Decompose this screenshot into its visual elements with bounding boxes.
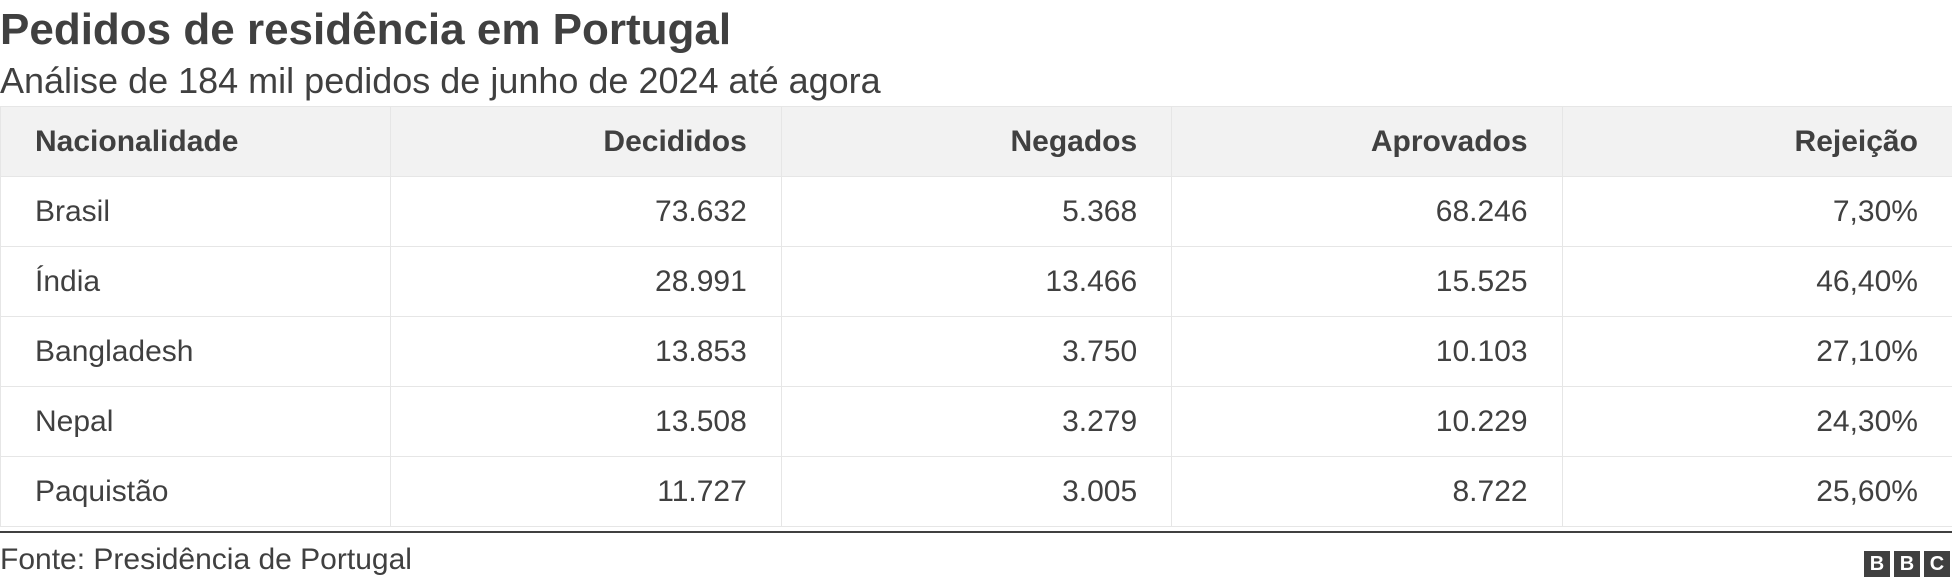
table-cell: 68.246 (1171, 176, 1563, 247)
table-cell: 25,60% (1561, 456, 1952, 527)
table-cell: Índia (0, 246, 392, 317)
table-cell: Bangladesh (0, 316, 392, 387)
table-row: Bangladesh 13.853 3.750 10.103 27,10% (0, 316, 1952, 387)
table-cell: 13.853 (390, 316, 782, 387)
table-cell: Nepal (0, 386, 392, 457)
logo-letter: B (1864, 551, 1890, 577)
table-cell: 73.632 (390, 176, 782, 247)
bbc-logo: B B C (1864, 551, 1950, 577)
column-header: Decididos (390, 106, 782, 177)
table-row: Brasil 73.632 5.368 68.246 7,30% (0, 176, 1952, 247)
table-cell: Brasil (0, 176, 392, 247)
table-cell: 3.279 (780, 386, 1173, 457)
table-cell: 3.005 (780, 456, 1173, 527)
table-cell: 11.727 (390, 456, 782, 527)
table-cell: Paquistão (0, 456, 392, 527)
table-cell: 13.466 (780, 246, 1173, 317)
table-cell: 28.991 (390, 246, 782, 317)
table-row: Índia 28.991 13.466 15.525 46,40% (0, 246, 1952, 317)
data-table: Nacionalidade Decididos Negados Aprovado… (0, 106, 1952, 527)
table-cell: 27,10% (1561, 316, 1952, 387)
logo-letter: B (1894, 551, 1920, 577)
table-cell: 3.750 (780, 316, 1173, 387)
table-cell: 10.229 (1171, 386, 1563, 457)
table-cell: 24,30% (1561, 386, 1952, 457)
table-cell: 8.722 (1171, 456, 1563, 527)
footer-divider (0, 531, 1952, 533)
table-row: Nepal 13.508 3.279 10.229 24,30% (0, 386, 1952, 457)
column-header: Aprovados (1171, 106, 1563, 177)
table-cell: 46,40% (1561, 246, 1952, 317)
table-header-row: Nacionalidade Decididos Negados Aprovado… (0, 106, 1952, 177)
chart-title: Pedidos de residência em Portugal (0, 5, 732, 54)
column-header: Nacionalidade (0, 106, 392, 177)
source-note: Fonte: Presidência de Portugal (0, 543, 412, 576)
table-cell: 15.525 (1171, 246, 1563, 317)
table-cell: 5.368 (780, 176, 1173, 247)
table-cell: 13.508 (390, 386, 782, 457)
table-cell: 7,30% (1561, 176, 1952, 247)
logo-letter: C (1924, 551, 1950, 577)
table-cell: 10.103 (1171, 316, 1563, 387)
column-header: Negados (780, 106, 1173, 177)
column-header: Rejeição (1561, 106, 1952, 177)
table-row: Paquistão 11.727 3.005 8.722 25,60% (0, 456, 1952, 527)
chart-subtitle: Análise de 184 mil pedidos de junho de 2… (0, 60, 881, 101)
